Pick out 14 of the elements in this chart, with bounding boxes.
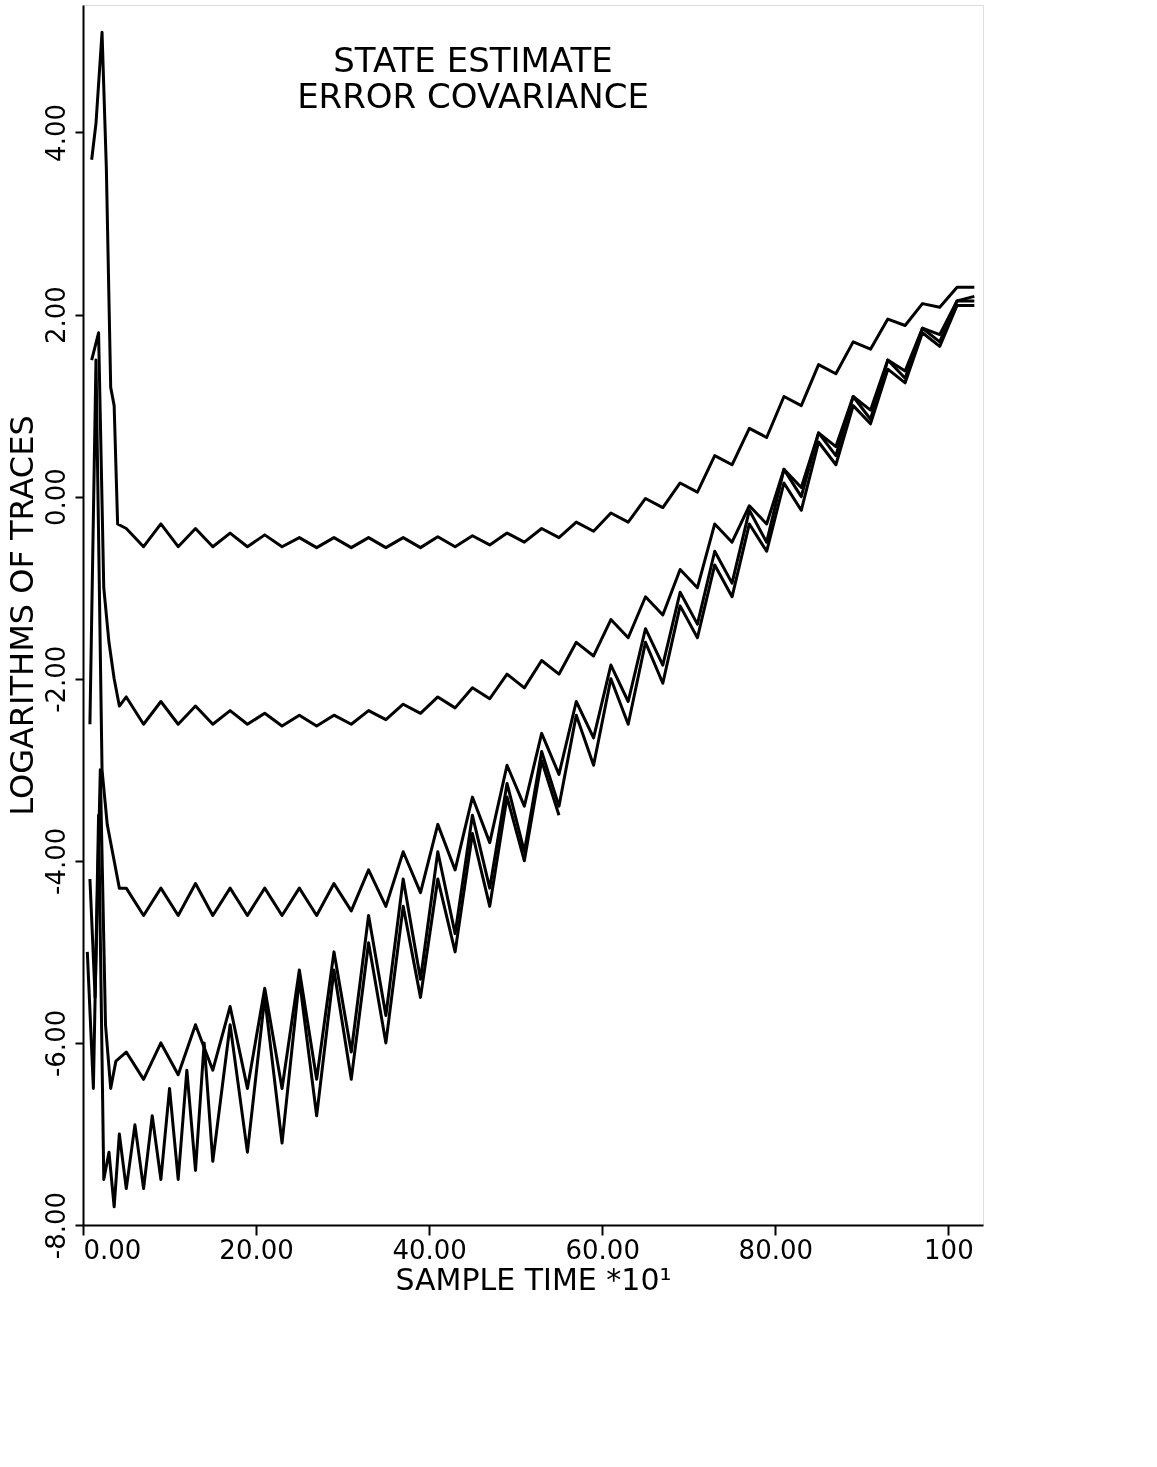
- y-axis-title: LOGARITHMS OF TRACES: [2, 415, 41, 816]
- y-tick-label: 0.00: [40, 468, 71, 527]
- line-series: [90, 30, 976, 550]
- x-tick-label: 80.00: [738, 1234, 814, 1265]
- text: STATE ESTIMATE ERROR COVARIANCE: [297, 40, 649, 116]
- y-tick-label: 2.00: [40, 286, 71, 344]
- y-tick-label: 4.00: [40, 104, 71, 162]
- y-tick-label: -8.00: [40, 1191, 71, 1260]
- y-tick-label: -2.00: [40, 645, 71, 713]
- y-tick-label: -6.00: [40, 1009, 71, 1078]
- x-tick-label: 0.00: [83, 1234, 142, 1265]
- y-tick-label: -4.00: [40, 827, 71, 895]
- x-tick-label: 100: [924, 1234, 974, 1265]
- x-tick-label: 20.00: [219, 1234, 294, 1265]
